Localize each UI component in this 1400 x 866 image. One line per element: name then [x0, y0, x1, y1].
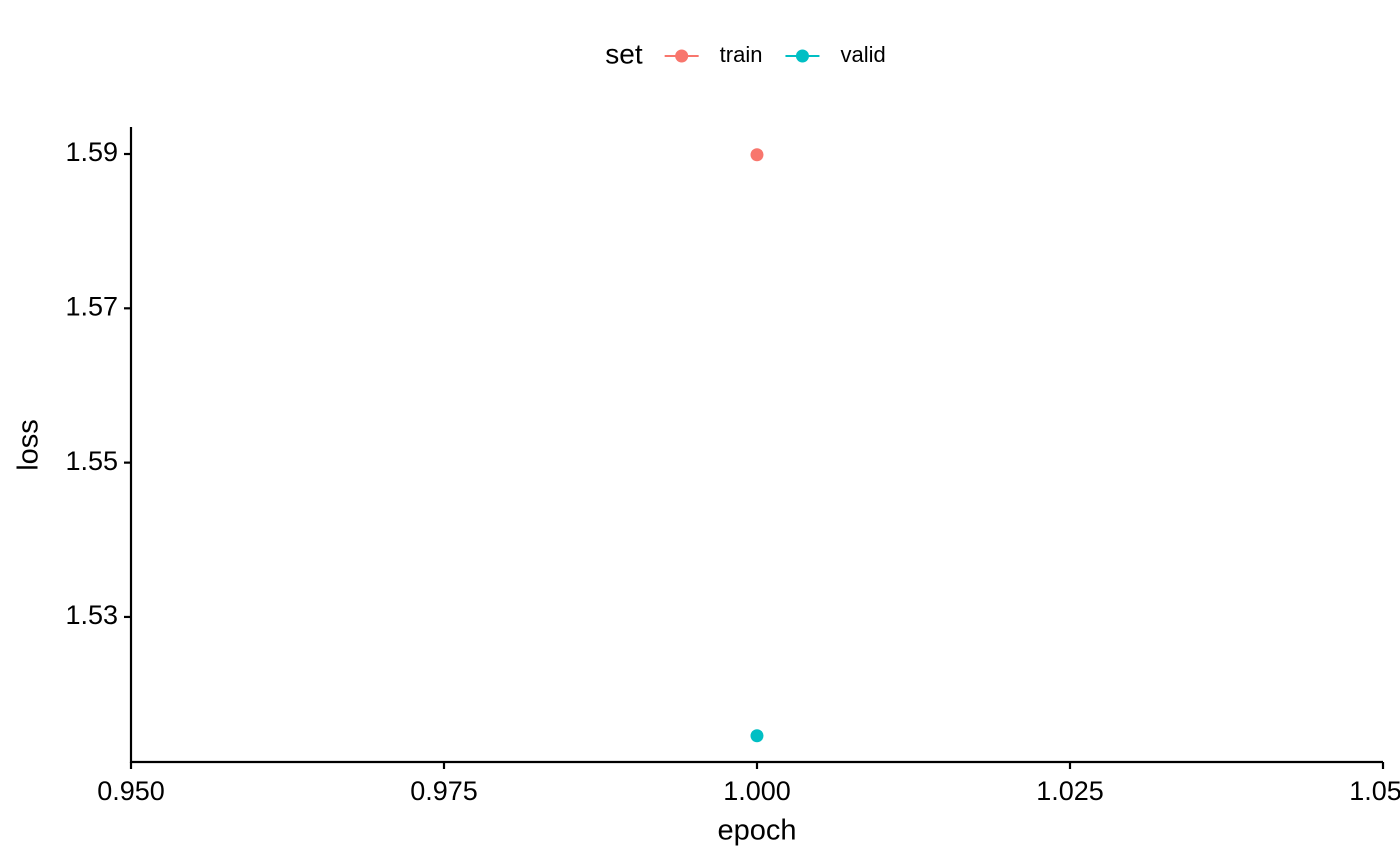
y-tick-label: 1.57	[65, 291, 118, 321]
point	[750, 148, 764, 162]
legend-key-point	[795, 49, 809, 63]
x-tick-label: 0.950	[97, 776, 165, 806]
legend-label: train	[720, 42, 763, 67]
x-axis-label: epoch	[717, 815, 796, 847]
y-tick-label: 1.59	[65, 137, 118, 167]
x-tick-label: 0.975	[410, 776, 478, 806]
y-tick-label: 1.55	[65, 446, 118, 476]
legend-label: valid	[840, 42, 885, 67]
y-tick-label: 1.53	[65, 600, 118, 630]
point	[750, 729, 764, 743]
y-axis-label: loss	[13, 419, 45, 471]
x-tick-label: 1.050	[1349, 776, 1400, 806]
x-tick-label: 1.000	[723, 776, 791, 806]
legend-key-point	[675, 49, 689, 63]
x-tick-label: 1.025	[1036, 776, 1104, 806]
legend-title: set	[605, 38, 643, 69]
